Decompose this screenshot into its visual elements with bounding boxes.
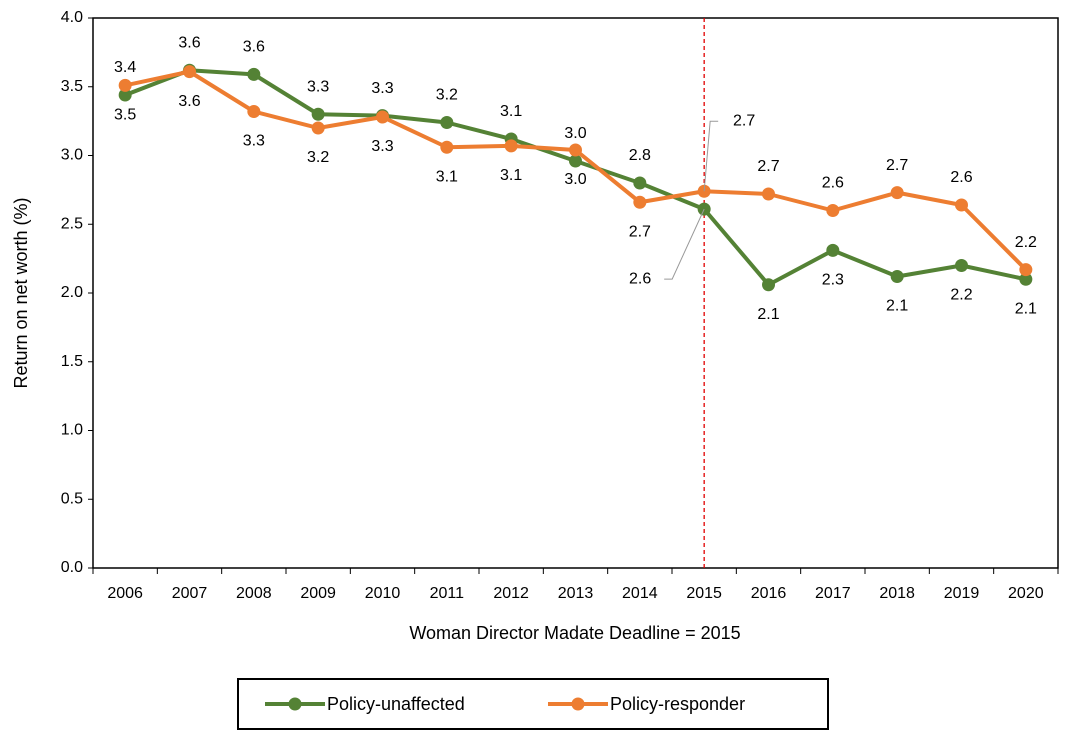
- leader-line: [664, 208, 705, 280]
- data-point: [118, 78, 132, 92]
- data-point: [118, 88, 132, 102]
- data-point: [247, 105, 261, 118]
- legend-label: Policy-responder: [610, 694, 745, 714]
- x-tick-label: 2010: [365, 585, 401, 602]
- data-label: 2.7: [629, 223, 651, 240]
- data-label: 3.2: [436, 87, 458, 104]
- data-label: 3.3: [371, 80, 393, 97]
- x-tick-label: 2014: [622, 585, 658, 602]
- data-label: 3.1: [500, 103, 522, 120]
- legend-marker: [571, 697, 585, 711]
- data-label: 3.0: [564, 125, 586, 142]
- x-tick-label: 2019: [944, 585, 980, 602]
- data-label: 2.3: [822, 272, 844, 289]
- data-point: [762, 278, 775, 292]
- y-tick-label: 1.5: [61, 353, 83, 370]
- data-label: 3.3: [371, 138, 393, 155]
- data-point: [569, 143, 582, 157]
- data-point: [955, 259, 968, 272]
- data-label: 2.1: [886, 298, 908, 315]
- data-point: [376, 110, 389, 124]
- legend-label: Policy-unaffected: [327, 694, 465, 714]
- data-label: 3.6: [243, 39, 265, 56]
- data-label: 3.1: [500, 167, 522, 184]
- data-point: [633, 176, 647, 190]
- data-label: 3.2: [307, 149, 329, 166]
- data-label: 2.1: [1015, 300, 1037, 317]
- y-tick-label: 2.5: [61, 215, 83, 232]
- data-label: 2.2: [950, 287, 972, 304]
- data-point: [955, 198, 968, 212]
- leader-line: [703, 120, 719, 192]
- data-label: 2.1: [757, 306, 779, 323]
- data-point: [440, 116, 454, 129]
- y-tick-label: 0.0: [61, 559, 83, 576]
- y-tick-label: 3.0: [61, 147, 83, 164]
- data-label: 2.6: [629, 270, 651, 287]
- data-label: 3.3: [243, 133, 265, 150]
- y-axis-title: Return on net worth (%): [11, 197, 31, 388]
- data-point: [440, 140, 454, 154]
- data-label: 2.6: [950, 169, 972, 186]
- data-label: 2.6: [822, 175, 844, 192]
- x-tick-label: 2012: [493, 585, 529, 602]
- data-label: 3.3: [307, 78, 329, 95]
- data-point: [633, 195, 647, 209]
- data-point: [1019, 263, 1033, 277]
- y-tick-label: 2.0: [61, 284, 83, 301]
- x-axis-title: Woman Director Madate Deadline = 2015: [409, 623, 740, 643]
- data-label: 3.6: [178, 93, 200, 110]
- x-tick-label: 2007: [172, 585, 208, 602]
- data-label: 3.5: [114, 107, 136, 124]
- data-point: [890, 186, 904, 200]
- y-tick-label: 3.5: [61, 78, 83, 95]
- data-label: 2.7: [733, 112, 755, 129]
- data-point: [311, 107, 325, 121]
- data-label: 3.6: [178, 34, 200, 51]
- x-tick-label: 2011: [430, 585, 465, 602]
- data-label: 2.2: [1015, 234, 1037, 251]
- y-tick-label: 4.0: [61, 9, 83, 26]
- data-point: [183, 65, 196, 79]
- legend-box: [237, 678, 829, 730]
- data-point: [762, 187, 775, 201]
- data-point: [826, 204, 840, 217]
- legend-marker: [288, 697, 302, 711]
- data-point: [569, 154, 582, 168]
- x-tick-label: 2008: [236, 585, 272, 602]
- data-point: [247, 67, 261, 81]
- data-label: 3.1: [436, 168, 458, 185]
- data-point: [890, 270, 904, 283]
- data-point: [504, 139, 518, 153]
- data-point: [1019, 272, 1033, 286]
- data-label: 2.8: [629, 147, 651, 164]
- x-tick-label: 2009: [300, 585, 336, 602]
- x-tick-label: 2015: [686, 585, 722, 602]
- y-tick-label: 0.5: [61, 490, 83, 507]
- data-label: 2.7: [886, 157, 908, 174]
- data-label: 3.4: [114, 59, 136, 76]
- data-point: [311, 121, 325, 135]
- data-label: 3.0: [564, 171, 586, 188]
- x-tick-label: 2006: [107, 585, 143, 602]
- x-tick-label: 2016: [751, 585, 787, 602]
- x-tick-label: 2020: [1008, 585, 1044, 602]
- x-tick-label: 2018: [879, 585, 915, 602]
- x-tick-label: 2013: [558, 585, 594, 602]
- data-point: [826, 243, 840, 257]
- plot-frame: [92, 17, 1059, 569]
- y-tick-label: 1.0: [61, 422, 83, 439]
- x-tick-label: 2017: [815, 585, 851, 602]
- data-label: 2.7: [757, 158, 779, 175]
